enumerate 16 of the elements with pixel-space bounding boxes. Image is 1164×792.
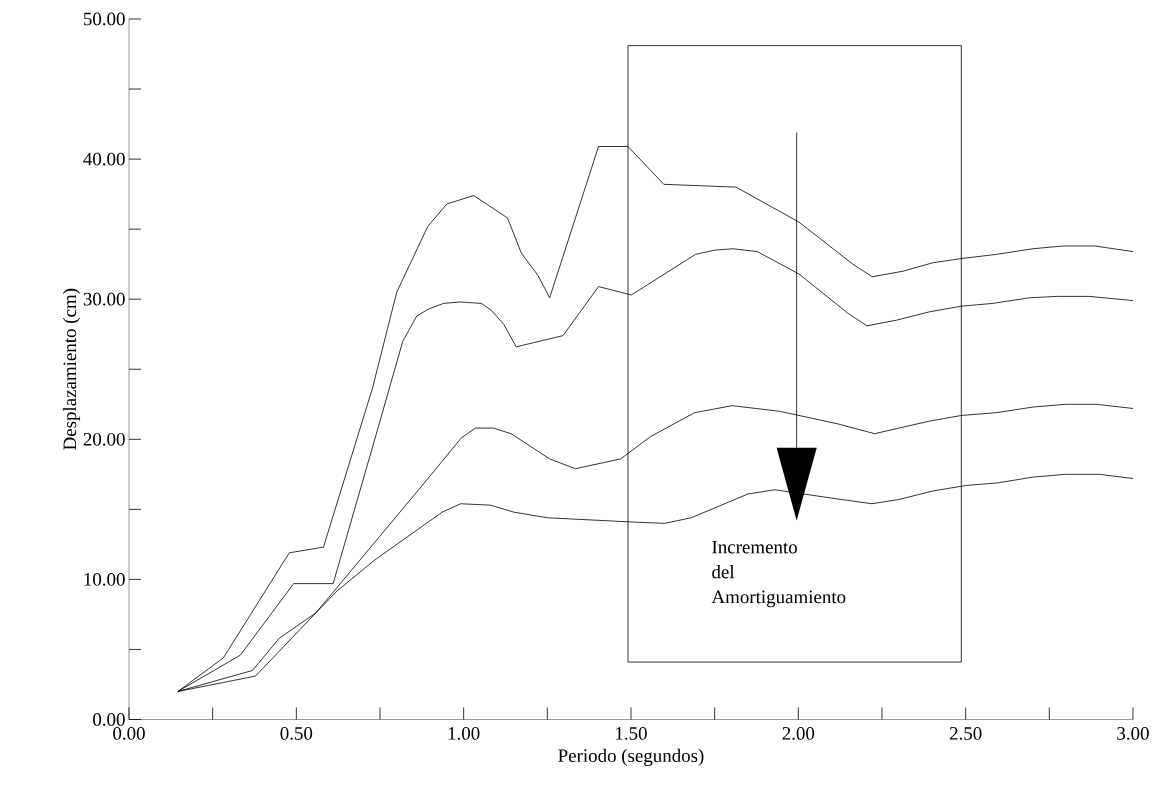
y-tick-label: 20.00 xyxy=(83,432,125,446)
x-tick-label: 1.00 xyxy=(448,727,480,740)
x-tick-label: 2.50 xyxy=(949,727,982,740)
x-tick-label: 0.00 xyxy=(113,727,145,740)
y-tick-label: 10.00 xyxy=(84,572,125,586)
y-axis-title: Desplazamiento (cm) xyxy=(62,288,81,450)
x-tick-label: 1.50 xyxy=(616,727,647,740)
y-tick-label: 30.00 xyxy=(83,292,125,306)
x-tick-label: 2.00 xyxy=(782,727,815,740)
y-tick-label: 50.00 xyxy=(83,12,125,26)
x-axis-title: Periodo (segundos) xyxy=(558,748,704,766)
y-tick-label: 0.00 xyxy=(93,713,125,726)
x-tick-label: 3.00 xyxy=(1117,727,1149,740)
annotation: Incremento del Amortiguamiento xyxy=(711,540,846,608)
x-tick-label: 0.50 xyxy=(280,727,313,740)
y-tick-label: 40.00 xyxy=(83,152,125,166)
